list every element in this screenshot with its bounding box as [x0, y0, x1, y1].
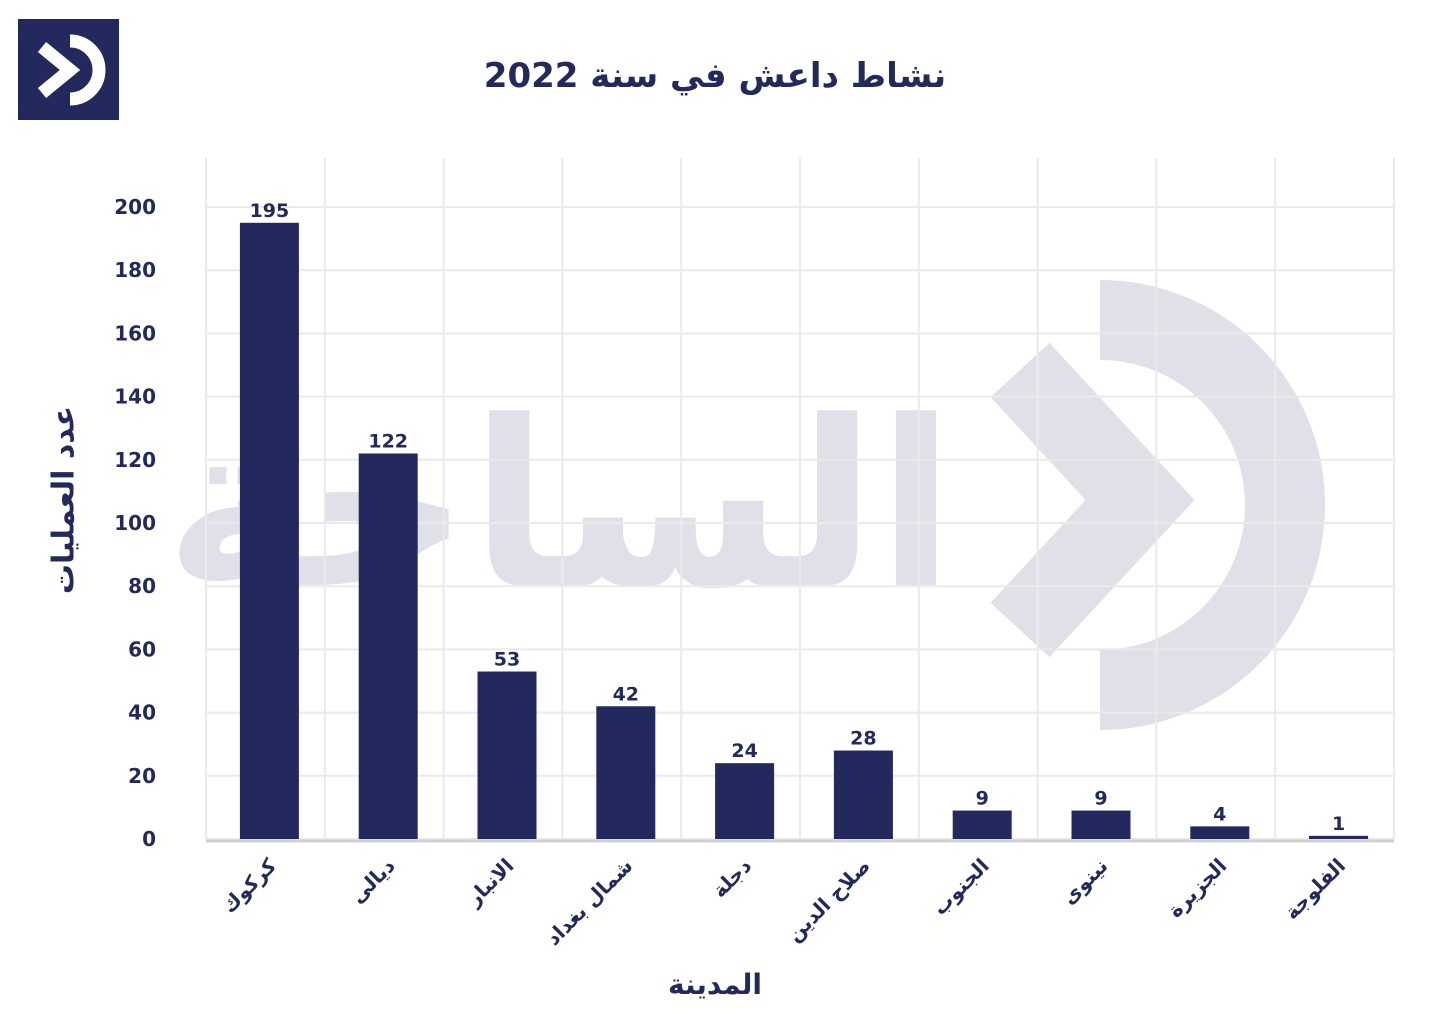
data-label: 28	[850, 728, 876, 750]
y-tick-label: 120	[114, 448, 156, 472]
bar	[1190, 826, 1250, 839]
x-axis-title: المدينة	[668, 968, 762, 1001]
y-tick-label: 200	[114, 195, 156, 219]
bar	[1309, 835, 1369, 839]
chart-title: نشاط داعش في سنة 2022	[483, 56, 947, 96]
x-tick-label: شمال بغداد	[541, 854, 637, 950]
bar	[596, 706, 656, 839]
y-tick-label: 160	[114, 321, 156, 345]
data-label: 53	[494, 649, 520, 671]
bar	[358, 453, 418, 839]
x-axis: كركوك ديالى الانبار شمال بغداد دجلة صلاح الدي…	[217, 853, 1350, 950]
y-tick-label: 20	[128, 764, 156, 788]
x-tick-label: الجنوب	[928, 854, 994, 920]
bar	[833, 750, 893, 839]
bar	[477, 671, 537, 839]
y-tick-label: 180	[114, 258, 156, 282]
data-label: 122	[368, 430, 408, 452]
x-tick-label: صلاح الدين	[782, 854, 875, 947]
data-label: 4	[1213, 803, 1226, 825]
y-axis-title: عدد العمليات	[46, 405, 82, 595]
y-axis: 0 20 40 60 80 100 120 140 160 180 200	[114, 195, 156, 851]
grid	[205, 158, 1395, 843]
x-tick-label: نينوى	[1057, 854, 1113, 910]
x-tick-label: الفلوجة	[1279, 854, 1350, 925]
data-label: 1	[1332, 813, 1345, 835]
x-tick-label: ديالى	[345, 854, 399, 908]
data-label: 9	[976, 788, 989, 810]
brand-logo-icon	[18, 19, 119, 120]
bar	[952, 810, 1012, 839]
x-tick-label: دجلة	[707, 854, 756, 903]
y-tick-label: 40	[128, 701, 156, 725]
watermark: الساحة	[165, 280, 1325, 730]
data-label: 9	[1094, 788, 1107, 810]
data-label: 24	[731, 740, 757, 762]
x-tick-label: الجزيرة	[1163, 854, 1232, 923]
x-tick-label: كركوك	[217, 853, 281, 917]
y-tick-label: 80	[128, 574, 156, 598]
bars	[239, 222, 1369, 840]
data-labels: 195 122 53 42 24 28 9 9 4 1	[250, 200, 1346, 835]
y-tick-label: 0	[142, 827, 156, 851]
y-tick-label: 140	[114, 385, 156, 409]
y-tick-label: 100	[114, 511, 156, 535]
watermark-logo-icon	[990, 280, 1325, 730]
x-tick-label: الانبار	[461, 854, 519, 912]
y-tick-label: 60	[128, 637, 156, 661]
bar	[239, 222, 299, 840]
data-label: 195	[250, 200, 290, 222]
data-label: 42	[613, 683, 639, 705]
bar	[1071, 810, 1131, 839]
bar	[715, 763, 775, 839]
